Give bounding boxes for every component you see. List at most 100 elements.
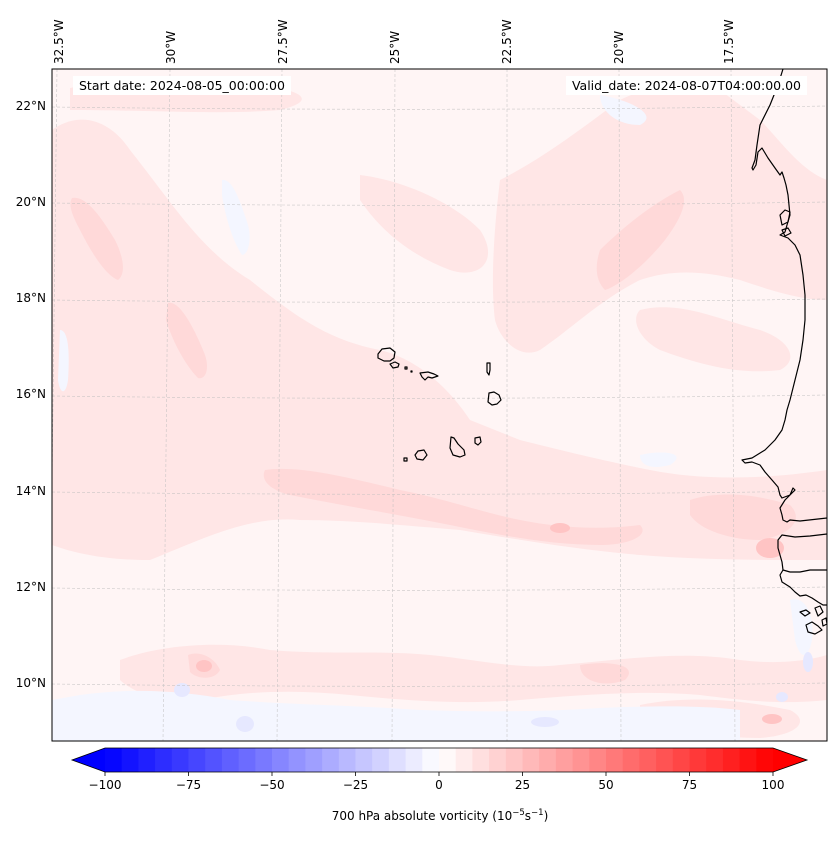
colorbar-tick-label: 25 (514, 778, 531, 792)
patch-se-coast (690, 494, 796, 540)
colorbar-segment (405, 748, 423, 772)
min-9-8n (174, 683, 190, 697)
colorbar-segment (689, 748, 707, 772)
max-gambia (756, 538, 784, 558)
colorbar-segment (205, 748, 223, 772)
colorbar-segment (155, 748, 173, 772)
colorbar-segment (572, 748, 590, 772)
neg-right-top (600, 95, 647, 125)
min-coast-south (803, 652, 813, 672)
gridline-lat-16 (52, 394, 827, 399)
colorbar-segment (589, 748, 607, 772)
colorbar-segment (305, 748, 323, 772)
gridline-lat-12 (52, 586, 827, 591)
neg-coast-center (640, 452, 677, 467)
colorbar-segment (706, 748, 724, 772)
neg-south-band (52, 690, 740, 741)
lon-label-30w: 30°W (164, 30, 178, 64)
colorbar-segment (388, 748, 407, 772)
colorbar-segment (322, 748, 340, 772)
gridline-lon-25 (391, 69, 396, 741)
colorbar-segment (656, 748, 674, 772)
patch-10n-center (580, 663, 629, 684)
island-branco (410, 370, 413, 373)
max-center-band (550, 523, 570, 533)
coastline-gambia-south (777, 533, 827, 573)
gridline-lon-30 (162, 69, 171, 741)
gridline-lon-32-5 (52, 69, 58, 515)
colorbar-segment (722, 748, 741, 772)
colorbar-segment (622, 748, 640, 772)
colorbar-segment (138, 748, 156, 772)
lat-label-12n: 12°N (15, 580, 46, 594)
max-10n (196, 660, 212, 672)
lat-label-10n: 10°N (15, 676, 46, 690)
gridline-lat-22 (52, 105, 827, 110)
lat-label-14n: 14°N (15, 484, 46, 498)
colorbar-extend-low (72, 748, 105, 772)
colorbar-segment (472, 748, 490, 772)
island-santa-luzia (404, 366, 408, 370)
island-sal (486, 362, 491, 376)
gridline-lat-10 (52, 682, 827, 687)
colorbar-segment (372, 748, 390, 772)
neg-center-streak (222, 179, 250, 255)
coastline-guinea-bissau (779, 569, 827, 606)
island-santo-antao (377, 347, 396, 362)
colorbar-segment (639, 748, 657, 772)
gridline-lat-14 (52, 490, 827, 495)
colorbar-tick-label: −25 (342, 778, 369, 792)
colorbar-segment (505, 748, 523, 772)
colorbar-tick-label: −75 (175, 778, 202, 792)
patch-left-12n (83, 504, 105, 536)
band-nw (52, 119, 827, 560)
colorbar-label: 700 hPa absolute vorticity (10−5s−1) (331, 808, 549, 823)
neg-se-coast (790, 599, 813, 655)
colorbar-segment (672, 748, 690, 772)
streak-nw-2 (166, 302, 208, 379)
lat-label-20n: 20°N (15, 195, 46, 209)
colorbar-tick-label: 75 (681, 778, 698, 792)
colorbar-segment (539, 748, 557, 772)
gridlines (52, 69, 827, 741)
coastline-mauritania (741, 69, 827, 523)
gridline-lat-18 (52, 298, 827, 303)
streak-nw-1 (70, 197, 123, 280)
patch-south-10n (120, 644, 827, 703)
colorbar-segment (238, 748, 256, 772)
coastlines (377, 69, 827, 635)
colorbar-tick-label: −50 (259, 778, 285, 792)
colorbar-segment (522, 748, 540, 772)
island-sao-vicente (389, 361, 400, 369)
island-boa-vista (487, 391, 502, 406)
colorbar-segment (455, 748, 473, 772)
lon-label-27-5w: 27.5°W (276, 19, 290, 64)
neg-center-left (58, 330, 69, 392)
colorbar-segment (121, 748, 139, 772)
island-sao-nicolau (419, 371, 439, 381)
colorbar-segment (489, 748, 507, 772)
coastline-dakhla-islands (779, 209, 792, 237)
colorbar-segment (272, 748, 290, 772)
contour-level-neg-5-10 (174, 652, 813, 732)
colorbar-segment (422, 748, 440, 772)
colorbar-tick-label: −100 (88, 778, 122, 792)
contour-level-neg-0-5 (52, 95, 813, 741)
patch-center-top (360, 175, 489, 273)
lat-label-22n: 22°N (15, 99, 46, 113)
colorbar-extend-high (773, 748, 807, 772)
colorbar-segment (756, 748, 774, 772)
gridline-lon-20 (618, 69, 622, 741)
lon-label-17-5w: 17.5°W (722, 19, 736, 64)
colorbar-tick-label: 0 (435, 778, 443, 792)
colorbar-segment (105, 748, 123, 772)
colorbar-variable: 700 hPa absolute vorticity (331, 809, 489, 823)
island-maio (474, 436, 482, 446)
gridline-lat-20 (52, 201, 827, 206)
min-bottom-right (531, 717, 559, 727)
colorbar-tick-label: 50 (598, 778, 614, 792)
colorbar-unit-exp1: −5 (512, 808, 525, 818)
colorbar-unit-base: 10 (496, 809, 513, 823)
